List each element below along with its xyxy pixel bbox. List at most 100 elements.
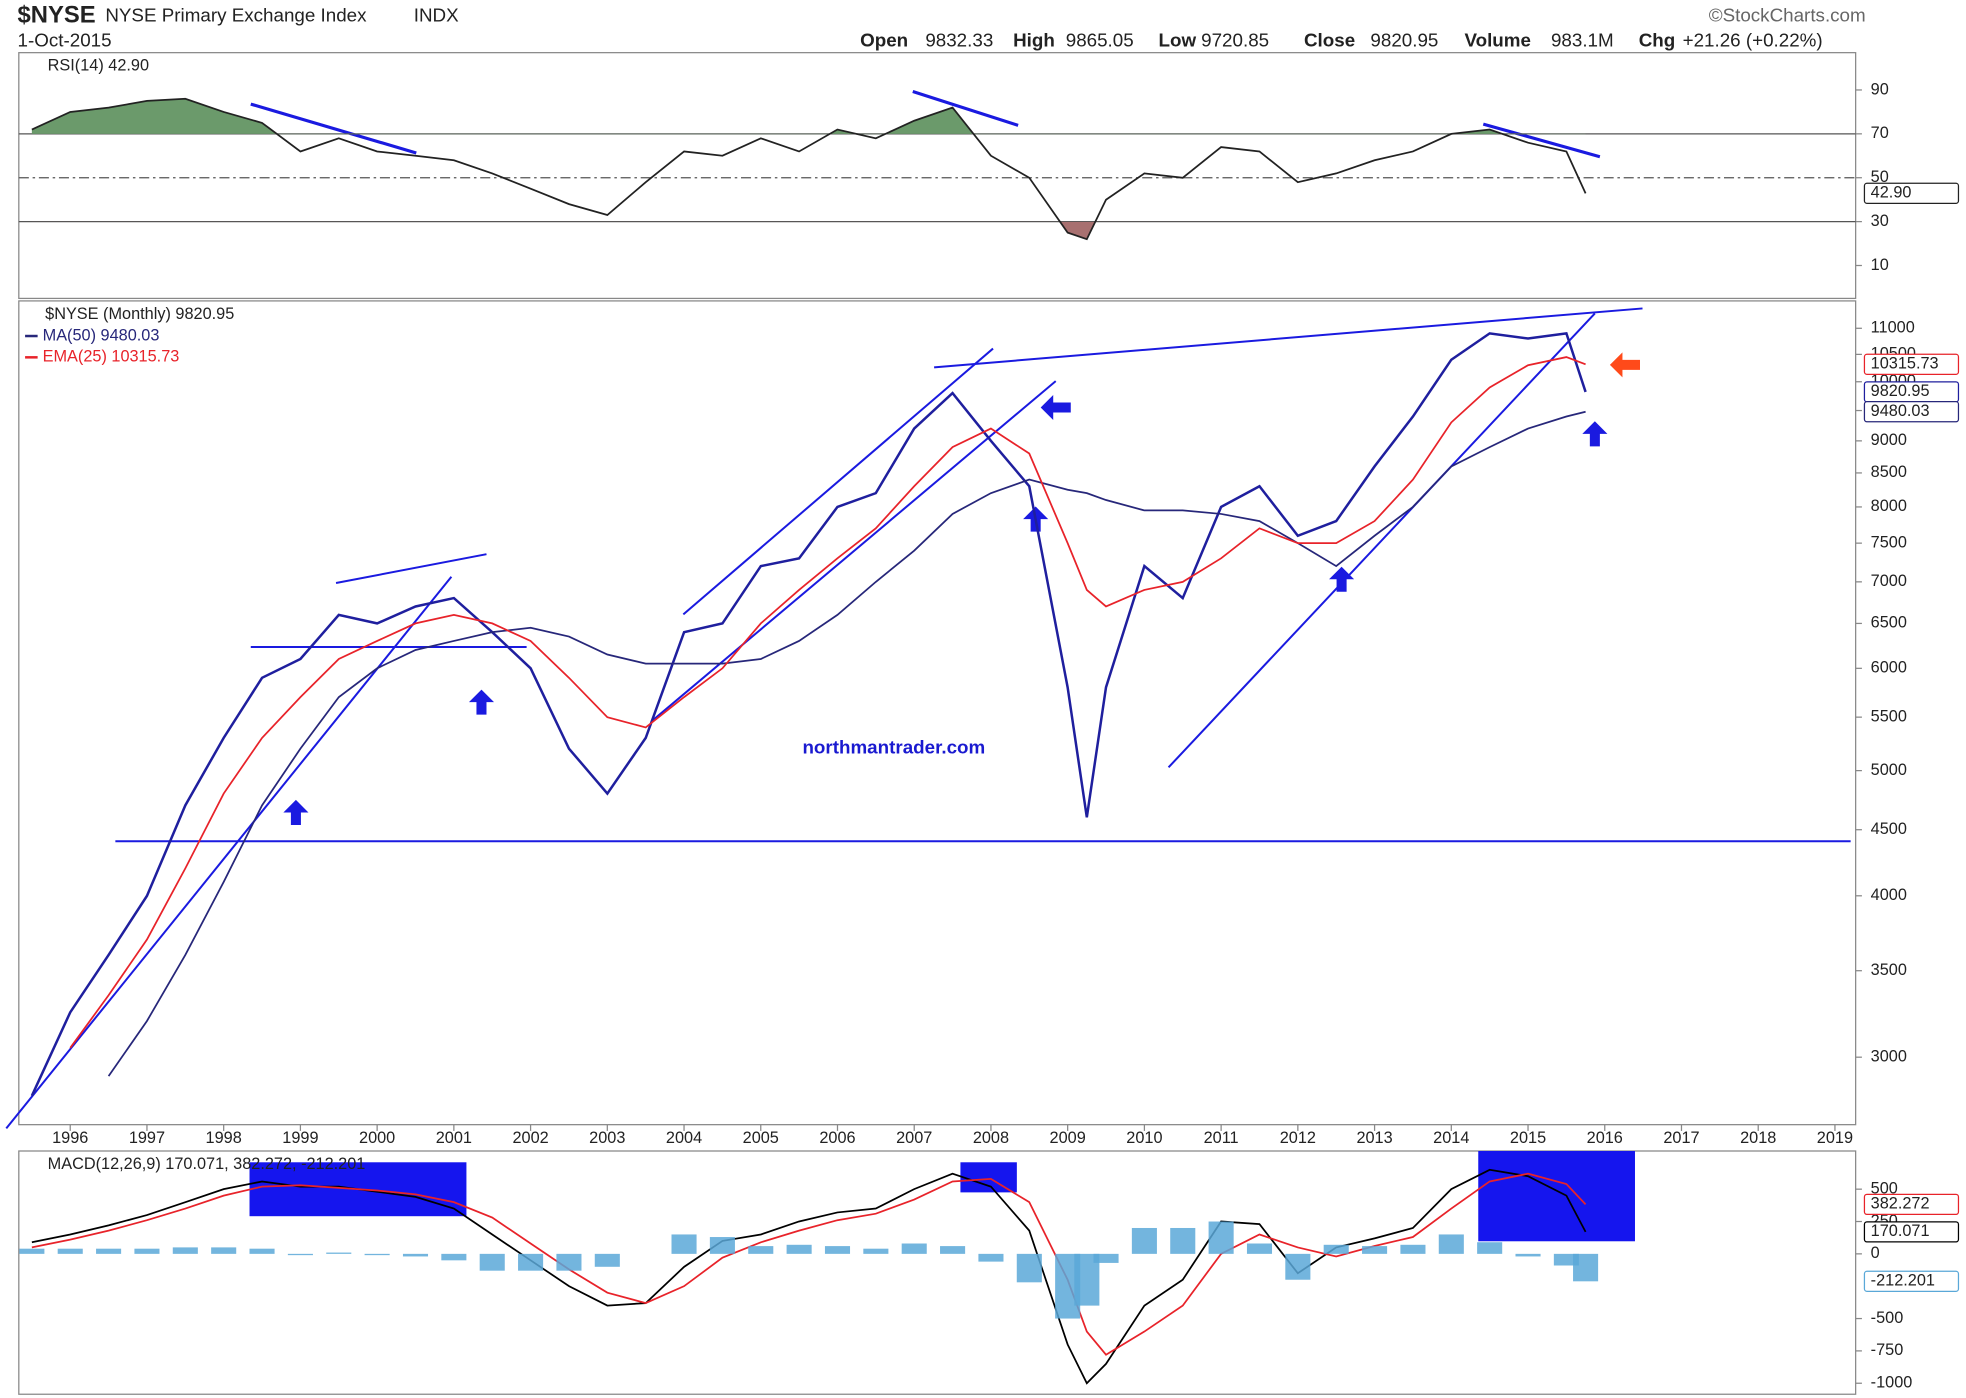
value-badge [1863,353,1960,375]
histogram-bar [249,1248,275,1254]
histogram-bar [1477,1242,1503,1254]
histogram-bar [940,1246,966,1254]
oversold-area [1060,221,1096,240]
histogram-bar [326,1252,352,1254]
legend-entry: EMA(25) 10315.73 [43,348,180,366]
y-tick-label: 7500 [1871,533,1907,551]
x-tick-label: 1999 [282,1129,318,1147]
y-tick-label: 10 [1871,256,1889,274]
panel-frames [18,52,1857,1395]
x-tick-label: 2013 [1356,1129,1392,1147]
value: 9865.05 [1066,29,1134,50]
histogram-bar [1438,1234,1464,1254]
x-tick-label: 2005 [743,1129,779,1147]
x-tick-label: 2009 [1050,1129,1086,1147]
histogram-bar [671,1234,697,1254]
x-tick-label: 2003 [589,1129,625,1147]
index-name: NYSE Primary Exchange Index [105,4,367,25]
label: High [1013,29,1055,50]
overbought-area [31,98,1586,135]
x-tick-label: 2018 [1740,1129,1776,1147]
trendlines [5,90,1851,1130]
y-tick-label: 6500 [1871,614,1907,632]
y-tick-label: 3000 [1871,1047,1907,1065]
histogram-bar [556,1253,582,1271]
histogram-bar [134,1248,160,1254]
series-line [107,410,1586,1077]
histogram-bar [96,1248,122,1254]
value-badge-label: 10315.73 [1871,355,1939,373]
histogram-bar [518,1253,544,1271]
histogram-bar [402,1253,429,1257]
x-tick-label: 2016 [1587,1129,1623,1147]
macd-frame [18,1150,1857,1395]
date: 1-Oct-2015 [18,29,112,50]
exchange: INDX [414,4,459,25]
histogram-bar [786,1244,812,1254]
value-badge [1863,1221,1960,1243]
histogram-bar [978,1253,1004,1262]
y-tick-label: -750 [1871,1341,1904,1359]
y-tick-label: 8500 [1871,463,1907,481]
histogram-bar [901,1243,927,1254]
histogram-bar [1016,1253,1042,1283]
y-tick-label: 11000 [1871,319,1915,337]
x-tick-label: 2007 [896,1129,932,1147]
histogram-bar [1400,1244,1426,1254]
histogram-bar [287,1253,313,1256]
x-tick-label: 2001 [436,1129,472,1147]
value-badge-label: -212.201 [1871,1272,1935,1290]
value: +21.26 (+0.22%) [1683,29,1823,50]
x-tick-label: 2008 [973,1129,1009,1147]
value: 9720.85 [1201,29,1269,50]
series-line [30,332,1587,1097]
histogram-bar [709,1237,735,1254]
y-tick-label: 9000 [1871,431,1907,449]
histogram-bar [19,1248,45,1254]
histogram-bar [172,1247,198,1254]
watermark: northmantrader.com [802,736,985,757]
x-tick-label: 2011 [1204,1129,1239,1147]
label: Volume [1464,29,1531,50]
x-tick-label: 2019 [1817,1129,1853,1147]
y-tick-label: -1000 [1871,1374,1913,1392]
legend: MACD(12,26,9) 170.071, 382.272, -212.201 [48,1155,366,1173]
y-tick-label: 6000 [1871,659,1907,677]
histogram-bar [479,1253,505,1271]
histogram-bar [594,1253,620,1267]
y-tick-label: 50 [1871,168,1889,186]
series-line [69,356,1586,1049]
y-tick-label: 500 [1871,1179,1898,1197]
value-badge [1863,401,1960,423]
y-tick-label: -500 [1871,1309,1904,1327]
histogram-bar [1131,1227,1157,1254]
x-tick-label: 2002 [512,1129,548,1147]
y-tick-label: 30 [1871,212,1889,230]
histogram-bar [1573,1253,1599,1282]
x-tick-label: 2004 [666,1129,702,1147]
value-badge [1863,1193,1960,1216]
label: Chg [1639,29,1676,50]
value-badge-label: 9820.95 [1871,382,1930,400]
histogram-bar [211,1247,237,1254]
y-tick-label: 5500 [1871,707,1907,725]
x-tick-label: 2015 [1510,1129,1546,1147]
value-badge-label: 42.90 [1871,184,1912,202]
value-badge [1863,1270,1960,1292]
y-tick-label: 8000 [1871,497,1907,515]
y-tick-label: 4500 [1871,820,1907,838]
y-tick-label: 5000 [1871,761,1907,779]
label: Low [1159,29,1197,50]
value: 983.1M [1551,29,1614,50]
histogram-bar [1246,1243,1273,1254]
symbol: $NYSE [18,2,96,29]
value-badge-label: 170.071 [1871,1222,1930,1240]
value-badge-label: 382.272 [1871,1195,1930,1213]
label: Close [1304,29,1355,50]
legend: RSI(14) 42.90 [48,57,149,75]
value: 9820.95 [1370,29,1438,50]
y-tick-label: 90 [1871,80,1889,98]
label: Open [860,29,908,50]
